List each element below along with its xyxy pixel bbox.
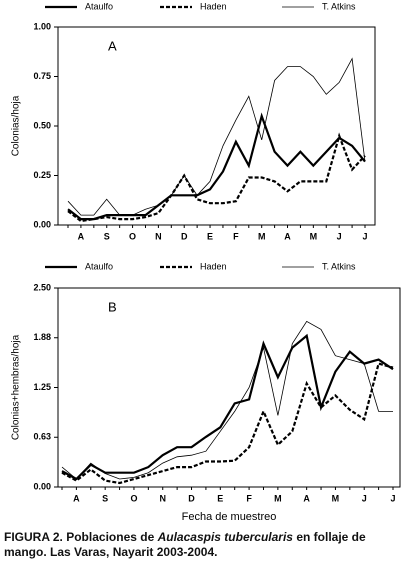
x-tick-label: M bbox=[332, 493, 340, 503]
y-tick-label: 1.25 bbox=[33, 382, 51, 392]
caption-species: Aulacaspis tubercularis bbox=[157, 530, 293, 544]
x-tick-label: D bbox=[181, 231, 188, 241]
x-tick-label: M bbox=[310, 231, 318, 241]
legend-label: Haden bbox=[200, 1, 227, 11]
x-tick-label: N bbox=[155, 231, 162, 241]
x-tick-label: A bbox=[78, 231, 85, 241]
x-tick-label: D bbox=[188, 493, 195, 503]
y-tick-label: 0.75 bbox=[33, 71, 51, 81]
y-tick-label: 0.63 bbox=[33, 432, 51, 442]
series-line bbox=[67, 57, 366, 216]
x-tick-label: J bbox=[362, 231, 367, 241]
y-tick-label: 0.25 bbox=[33, 170, 51, 180]
series-line bbox=[61, 333, 394, 481]
series-line bbox=[67, 112, 366, 221]
y-tick-label: 0.00 bbox=[33, 481, 51, 491]
y-tick-label: 1.00 bbox=[33, 21, 51, 31]
x-tick-label: N bbox=[159, 493, 166, 503]
y-tick-label: 0.00 bbox=[33, 219, 51, 229]
x-tick-label: A bbox=[284, 231, 291, 241]
legend-label: Ataulfo bbox=[85, 261, 113, 271]
y-tick-label: 1.88 bbox=[33, 332, 51, 342]
x-tick-label: O bbox=[129, 231, 136, 241]
legend-label: T. Atkins bbox=[322, 261, 356, 271]
x-axis-label: Fecha de muestreo bbox=[182, 511, 277, 523]
legend-label: T. Atkins bbox=[322, 1, 356, 11]
x-tick-label: J bbox=[362, 493, 367, 503]
panel-label: B bbox=[108, 299, 117, 314]
x-tick-label: O bbox=[130, 493, 137, 503]
chart: 0.00 0.25 0.50 0.75 1.00 A S O N D E F M A M J J Colonias… bbox=[11, 1, 401, 523]
x-tick-label: E bbox=[207, 231, 213, 241]
y-axis-label: Colonias+hembras/hoja bbox=[11, 334, 22, 440]
x-tick-label: S bbox=[104, 231, 110, 241]
series-line bbox=[61, 362, 394, 485]
x-tick-label: F bbox=[246, 493, 252, 503]
x-tick-label: M bbox=[258, 231, 266, 241]
legend-label: Haden bbox=[200, 261, 227, 271]
series-line bbox=[67, 132, 366, 223]
plot-frame bbox=[57, 26, 376, 226]
caption-text: FIGURA 2. Poblaciones de bbox=[4, 530, 158, 544]
x-tick-label: J bbox=[390, 493, 395, 503]
legend-label: Ataulfo bbox=[85, 1, 113, 11]
x-tick-label: S bbox=[102, 493, 108, 503]
y-axis-label: Colonias/hoja bbox=[11, 95, 22, 156]
caption-text: en follaje de mango. Las Varas, Nayarit … bbox=[4, 530, 366, 559]
x-tick-label: A bbox=[73, 493, 80, 503]
series-line bbox=[61, 320, 393, 480]
caption: FIGURA 2. Poblaciones de Aulacaspis tube… bbox=[4, 530, 408, 560]
y-tick-label: 2.50 bbox=[33, 282, 51, 292]
x-tick-label: F bbox=[233, 231, 239, 241]
panel-label: A bbox=[108, 38, 117, 53]
x-tick-label: A bbox=[303, 493, 310, 503]
y-tick-label: 0.50 bbox=[33, 120, 51, 130]
x-tick-label: M bbox=[274, 493, 282, 503]
x-tick-label: J bbox=[337, 231, 342, 241]
plot-frame bbox=[57, 287, 401, 488]
x-tick-label: E bbox=[217, 493, 223, 503]
